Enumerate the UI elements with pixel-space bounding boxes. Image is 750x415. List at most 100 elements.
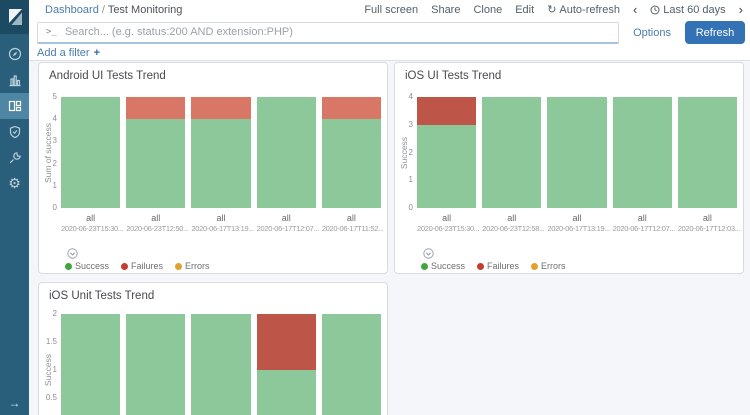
bar[interactable] <box>547 97 607 208</box>
refresh-button[interactable]: Refresh <box>685 21 745 44</box>
bar-segment-success[interactable] <box>61 97 121 208</box>
bar-segment-failures[interactable] <box>191 97 251 120</box>
options-link[interactable]: Options <box>633 26 671 39</box>
search-input[interactable] <box>64 26 611 38</box>
bar-segment-success[interactable] <box>482 97 542 208</box>
bar-segment-failures[interactable] <box>321 97 382 120</box>
panel-ios-ui-tests-trend: iOS UI Tests Trend Success 4 3 2 1 0 all 2020-0… <box>394 62 744 274</box>
time-range-picker[interactable]: Last 60 days <box>650 4 726 16</box>
clone-button[interactable]: Clone <box>473 3 503 16</box>
search-box[interactable]: >_ <box>37 21 620 44</box>
bar-segment-success[interactable] <box>612 97 672 208</box>
bar-segment-success[interactable] <box>191 119 251 208</box>
sidebar-item-visualize[interactable] <box>0 67 29 93</box>
bar-segment-success[interactable] <box>126 314 186 415</box>
bar[interactable] <box>321 314 382 415</box>
full-screen-button[interactable]: Full screen <box>364 3 419 16</box>
breadcrumb-current-page: Test Monitoring <box>107 3 183 16</box>
bar-segment-success[interactable] <box>547 97 607 208</box>
bar[interactable] <box>256 314 316 415</box>
x-date-label: 2020-06-23T15:30... <box>61 224 124 233</box>
bar-segment-success[interactable] <box>321 314 382 415</box>
x-axis-label: all 2020-06-17T11:52... <box>321 213 384 233</box>
bar[interactable] <box>417 97 477 208</box>
x-axis-label: all 2020-06-17T12:07... <box>257 213 320 233</box>
breadcrumb-separator: / <box>101 3 105 16</box>
add-filter-plus-icon[interactable]: + <box>93 47 101 59</box>
query-prompt-icon: >_ <box>46 27 57 37</box>
legend-dot <box>121 262 129 270</box>
y-axis-label: Sum of success <box>43 122 53 183</box>
sidebar-item-security[interactable] <box>0 119 29 145</box>
x-date-label: 2020-06-17T11:52... <box>321 224 384 233</box>
sidebar-item-management[interactable]: ⚙ <box>0 171 29 197</box>
x-date-label: 2020-06-23T15:30... <box>417 224 480 233</box>
bar[interactable] <box>126 314 186 415</box>
plot-area <box>417 97 738 208</box>
sidebar-collapse-arrow-icon[interactable]: → <box>8 396 21 410</box>
sidebar-item-dev-tools[interactable] <box>0 145 29 171</box>
dashboard-grid-icon <box>8 100 21 112</box>
x-category-label: all <box>281 213 291 223</box>
bar-segment-failures[interactable] <box>256 314 316 370</box>
legend-item-errors[interactable]: Errors <box>175 261 210 271</box>
y-axis-tick: 0 <box>52 203 57 212</box>
x-date-label: 2020-06-17T12:03... <box>677 224 741 233</box>
legend-item-success[interactable]: Success <box>421 261 465 271</box>
legend-label: Errors <box>541 261 566 271</box>
add-filter-link[interactable]: Add a filter <box>37 47 90 59</box>
edit-button[interactable]: Edit <box>515 3 535 16</box>
breadcrumb-dashboard-link[interactable]: Dashboard <box>45 3 99 16</box>
bar-segment-success[interactable] <box>677 97 738 208</box>
bar[interactable] <box>612 97 672 208</box>
bar[interactable] <box>482 97 542 208</box>
kibana-logo-icon[interactable] <box>0 0 29 34</box>
x-category-label: all <box>216 213 226 223</box>
y-axis-tick: 2 <box>408 147 413 157</box>
filter-bar: Add a filter + <box>29 46 750 61</box>
bar-segment-success[interactable] <box>61 314 121 415</box>
bar-segment-success[interactable] <box>256 97 316 208</box>
bar[interactable] <box>191 97 251 208</box>
bar-segment-success[interactable] <box>321 119 382 208</box>
time-range-next-button[interactable]: › <box>738 2 743 17</box>
bar-segment-success[interactable] <box>126 119 186 208</box>
time-range-prev-button[interactable]: ‹ <box>632 2 638 17</box>
legend-item-failures[interactable]: Failures <box>477 261 519 271</box>
bar[interactable] <box>321 97 382 208</box>
bar-segment-success[interactable] <box>417 124 477 208</box>
y-axis-tick: 3 <box>52 136 57 146</box>
legend-toggle-icon[interactable] <box>67 248 78 259</box>
legend-label: Success <box>431 261 466 271</box>
panel-title: iOS UI Tests Trend <box>405 70 502 82</box>
bar[interactable] <box>191 314 251 415</box>
y-axis-tick: 1 <box>52 365 57 374</box>
share-button[interactable]: Share <box>431 3 461 16</box>
auto-refresh-button[interactable]: ↻ Auto-refresh <box>547 3 620 16</box>
y-axis-tick: 1.5 <box>45 337 57 346</box>
bar[interactable] <box>256 97 316 208</box>
bar-segment-success[interactable] <box>256 370 316 415</box>
bar[interactable] <box>61 314 121 415</box>
y-axis-tick: 5 <box>52 92 57 101</box>
bar-segment-failures[interactable] <box>126 97 186 120</box>
legend-toggle-icon[interactable] <box>423 248 434 259</box>
panel-ios-unit-tests-trend: iOS Unit Tests Trend Success 2 1.5 1 0.5 <box>38 282 388 415</box>
legend-item-success[interactable]: Success <box>65 261 109 271</box>
x-axis-labels: all 2020-06-23T15:30... all 2020-06-23T12:5… <box>61 213 384 233</box>
bar[interactable] <box>126 97 186 208</box>
legend-item-failures[interactable]: Failures <box>121 261 163 271</box>
panel-title: Android UI Tests Trend <box>49 70 166 82</box>
y-axis-tick: 4 <box>408 92 413 101</box>
x-date-label: 2020-06-17T13:19... <box>547 224 610 233</box>
sidebar-item-dashboard[interactable] <box>0 93 29 119</box>
bar[interactable] <box>677 97 738 208</box>
sidebar-item-discover[interactable] <box>0 41 29 67</box>
bar[interactable] <box>61 97 121 208</box>
bar-segment-failures[interactable] <box>417 97 477 125</box>
x-axis-labels: all 2020-06-23T15:30... all 2020-06-23T12:5… <box>417 213 741 233</box>
main-header: Dashboard / Test Monitoring Full screen … <box>29 0 750 61</box>
bar-segment-success[interactable] <box>191 314 251 415</box>
legend-item-errors[interactable]: Errors <box>531 261 566 271</box>
